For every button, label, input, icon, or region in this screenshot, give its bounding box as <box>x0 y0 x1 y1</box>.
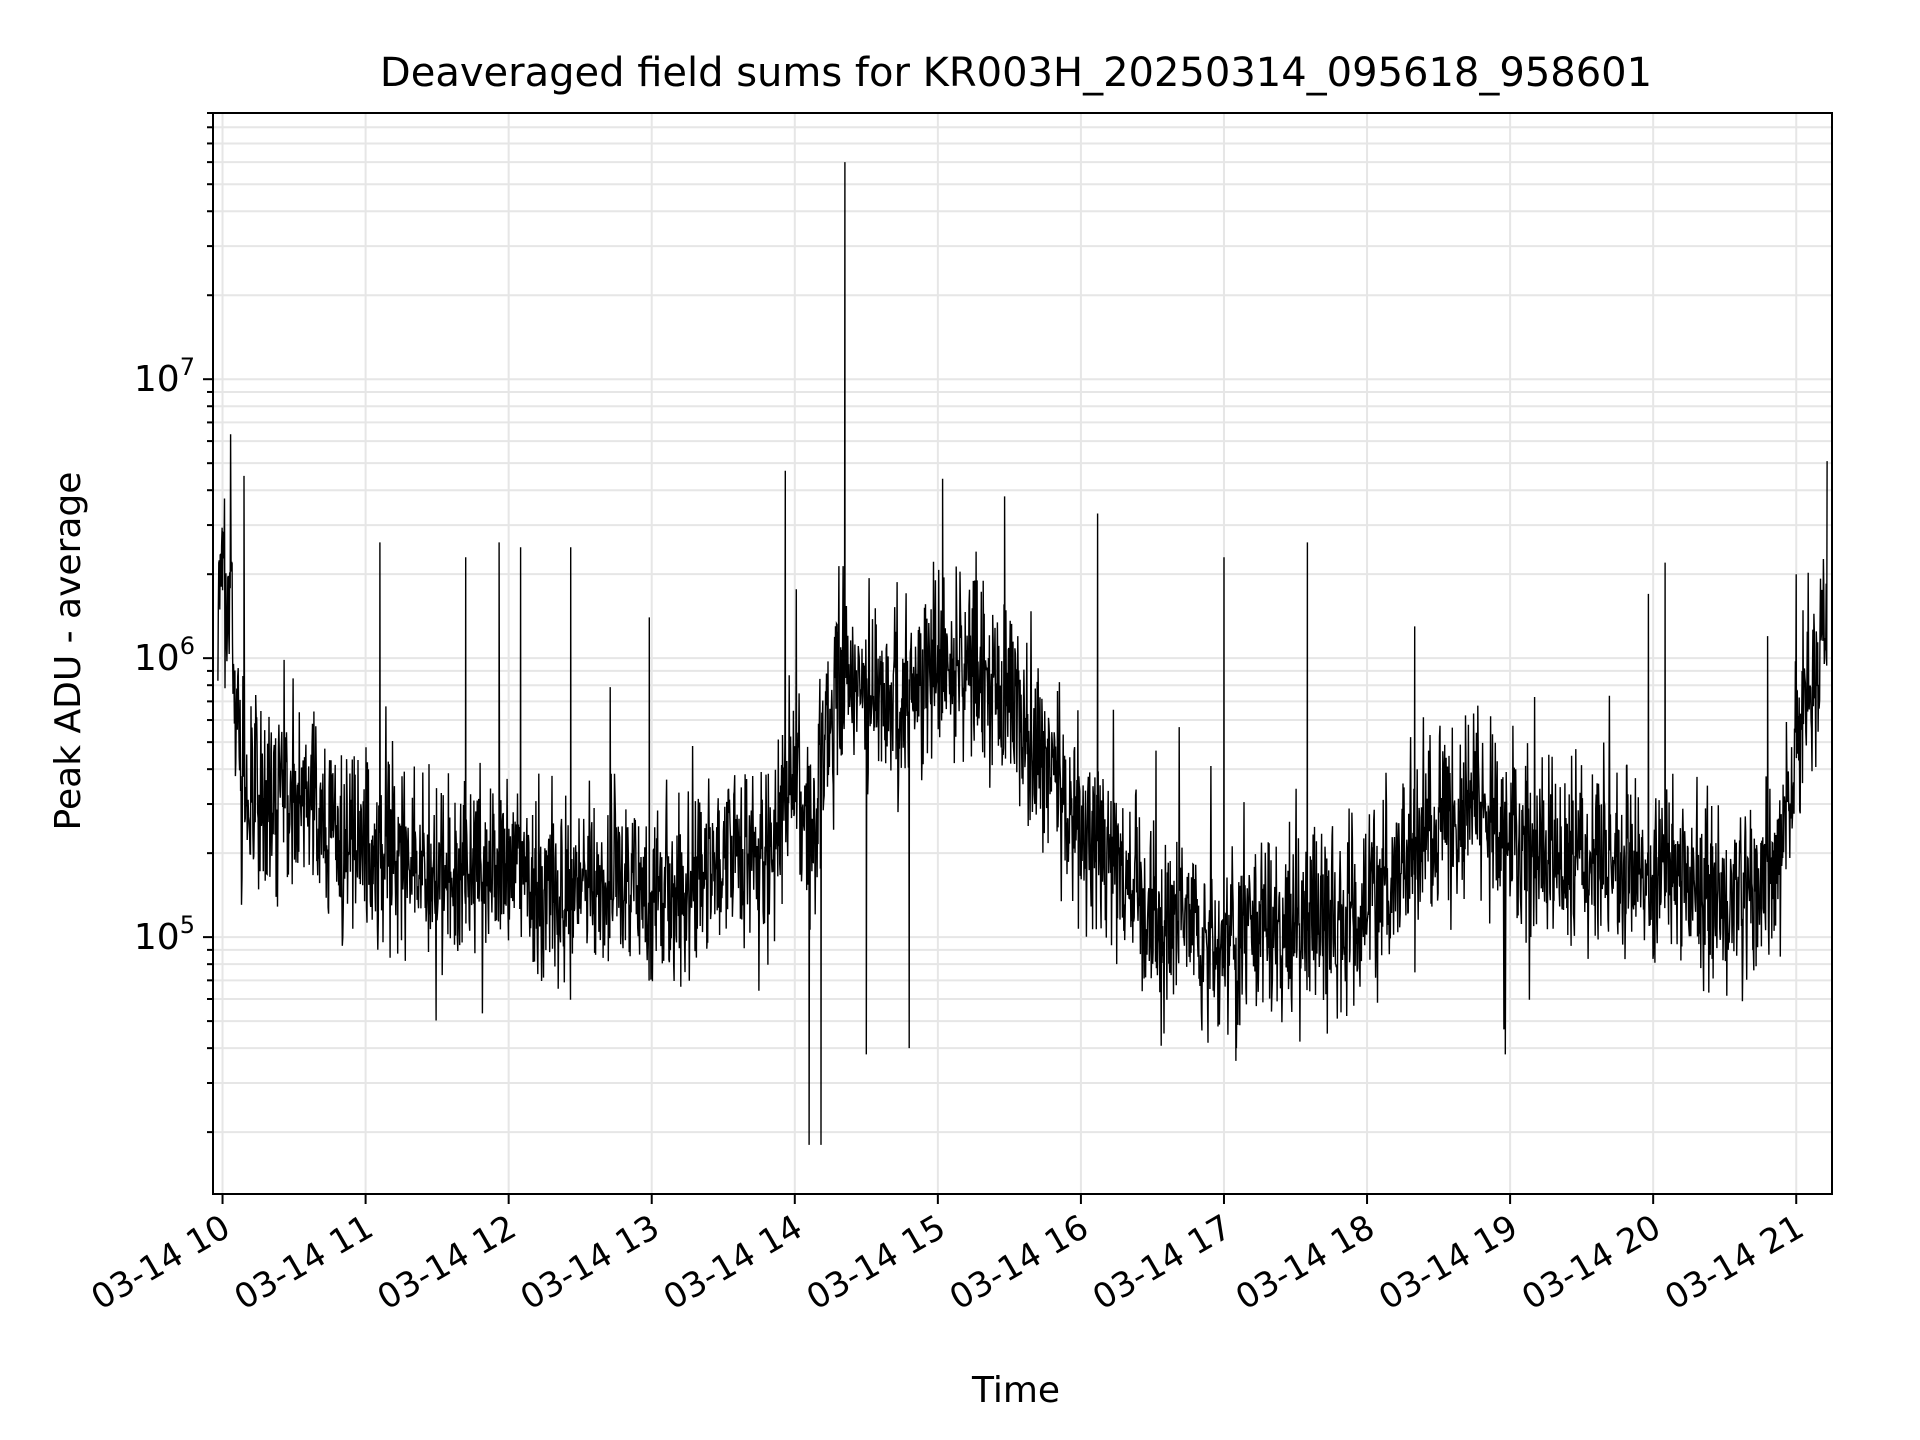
x-tick-label: 03-14 16 <box>943 1207 1095 1318</box>
x-tick-label: 03-14 21 <box>1658 1207 1810 1318</box>
x-axis-label: Time <box>971 1370 1060 1411</box>
y-axis-label: Peak ADU - average <box>48 472 89 831</box>
x-tick-label: 03-14 19 <box>1372 1207 1524 1318</box>
y-tick-label: 107 <box>134 353 195 400</box>
y-tick-exponent: 6 <box>180 632 195 660</box>
y-tick-base: 10 <box>134 359 180 400</box>
y-tick-label: 106 <box>134 632 195 679</box>
plot-frame <box>212 112 1833 1195</box>
x-tick-label: 03-14 13 <box>514 1207 666 1318</box>
x-tick-label: 03-14 17 <box>1086 1207 1238 1318</box>
plot-area <box>217 162 1828 1145</box>
x-tick-label: 03-14 10 <box>85 1207 237 1318</box>
x-tick-label: 03-14 12 <box>371 1207 523 1318</box>
grid-lines <box>213 112 1832 1194</box>
x-tick-label: 03-14 20 <box>1515 1207 1667 1318</box>
y-tick-base: 10 <box>134 638 180 679</box>
x-tick-label: 03-14 11 <box>228 1207 380 1318</box>
y-tick-label: 105 <box>134 911 195 958</box>
x-tick-label: 03-14 15 <box>800 1207 952 1318</box>
y-tick-base: 10 <box>134 917 180 958</box>
series-line <box>217 162 1828 1145</box>
x-tick-label: 03-14 18 <box>1229 1207 1381 1318</box>
y-tick-exponent: 5 <box>180 911 195 939</box>
x-tick-label: 03-14 14 <box>657 1207 809 1318</box>
y-tick-exponent: 7 <box>180 353 195 381</box>
chart-title: Deaveraged field sums for KR003H_2025031… <box>380 50 1652 96</box>
